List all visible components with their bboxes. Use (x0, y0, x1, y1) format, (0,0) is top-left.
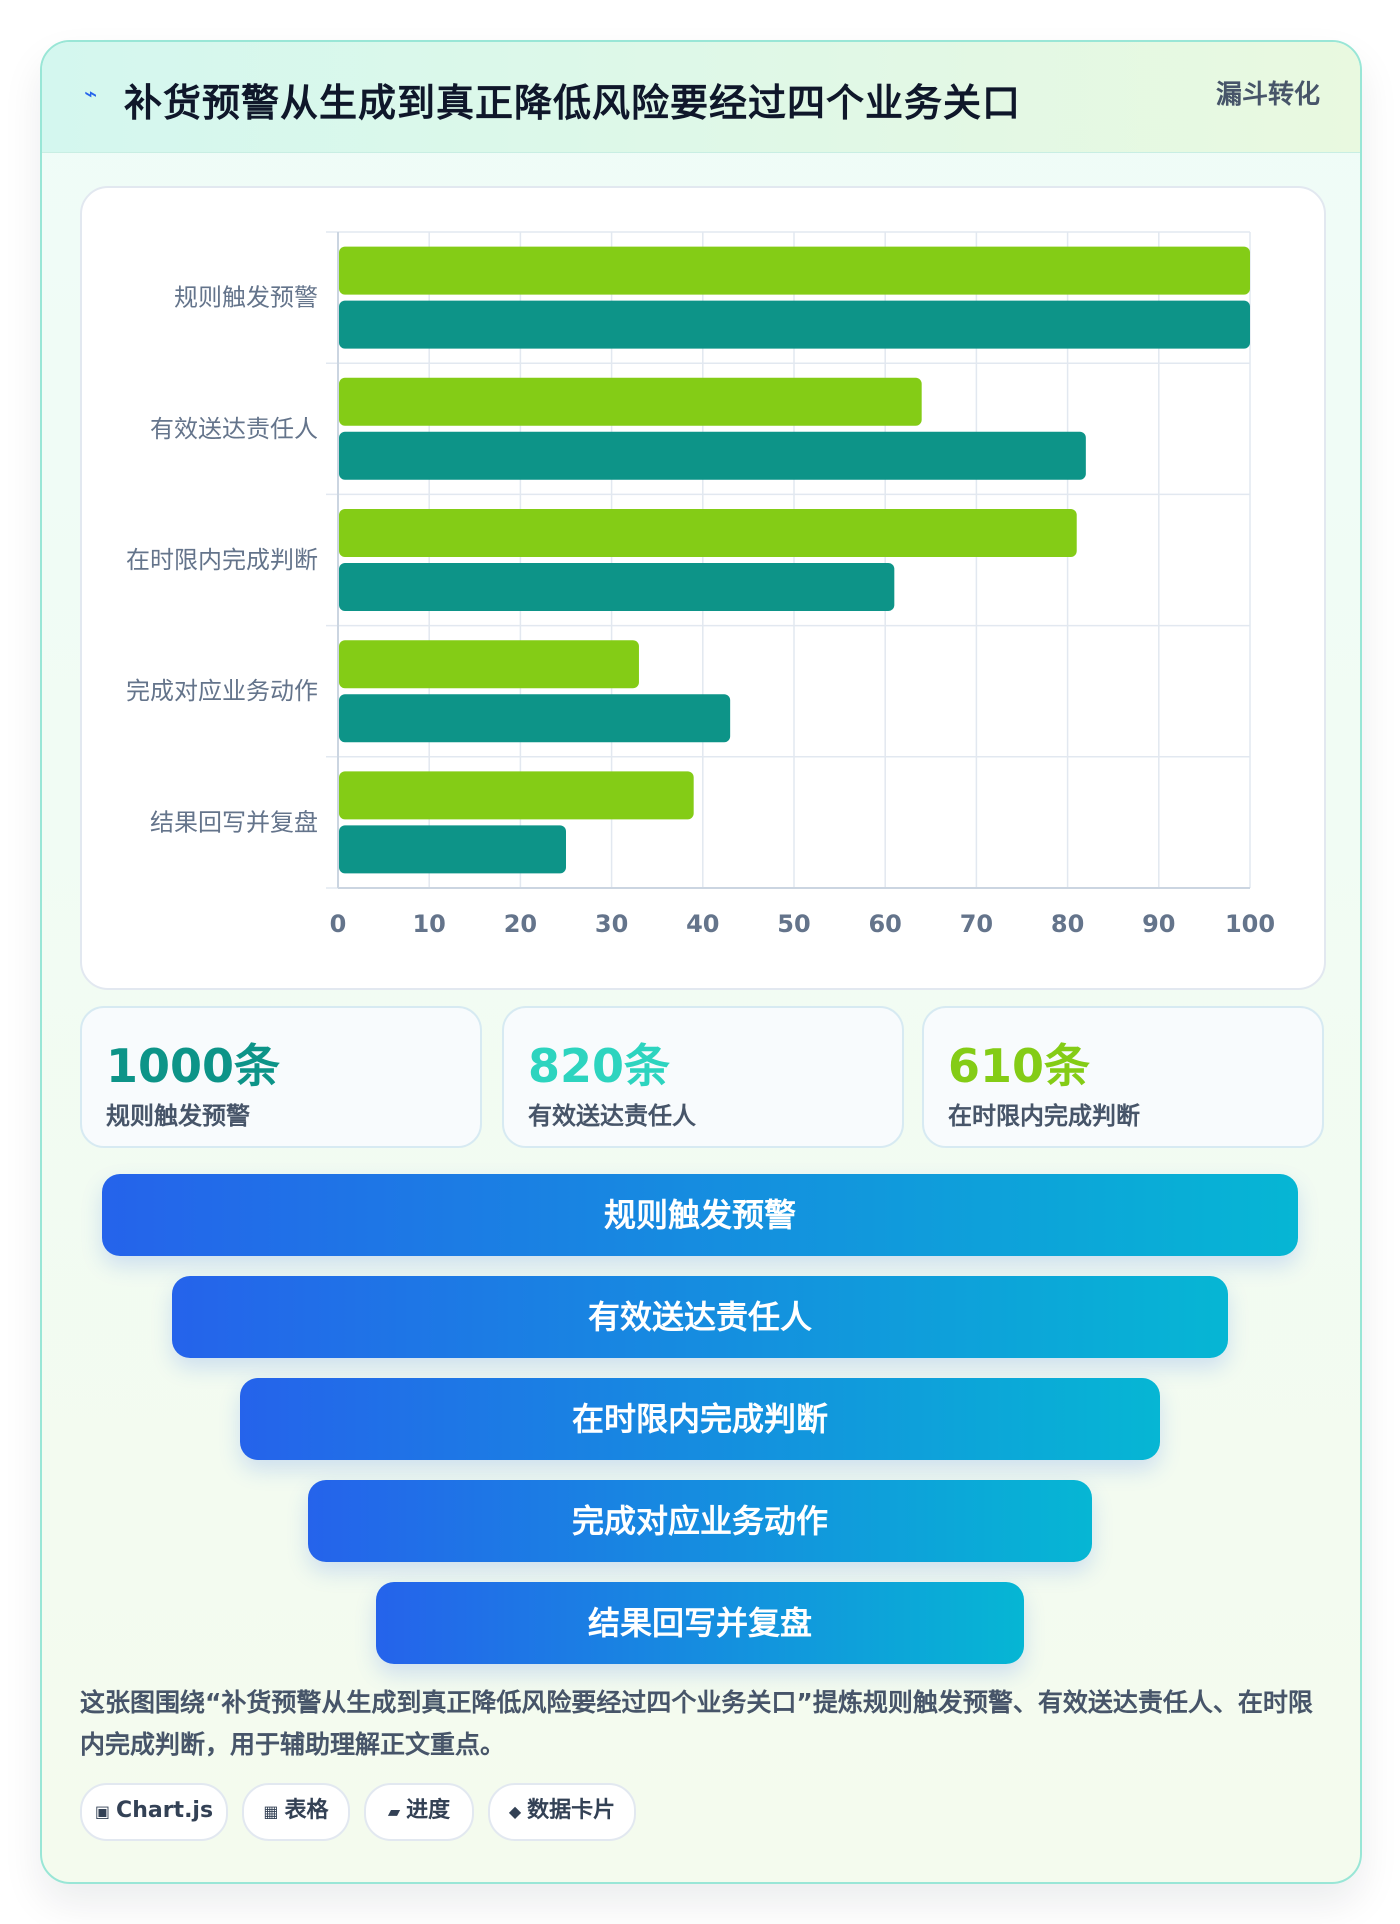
bar-series-1 (339, 640, 639, 689)
category-label: 结果回写并复盘 (150, 808, 318, 836)
bar-series-1 (339, 377, 922, 426)
category-label: 完成对应业务动作 (126, 677, 318, 705)
bar-chart-panel: 0 10 20 30 40 50 60 70 80 90 100 规则触发预警有效送达责任人在时限内完… (80, 186, 1326, 990)
x-tick-label: 10 (412, 910, 445, 938)
kpi-value: 820条 (528, 1039, 671, 1093)
tag-progress: ▰ 进度 (364, 1783, 474, 1841)
chart-icon: ▣ (94, 1802, 111, 1821)
bar-series-1 (339, 771, 694, 820)
table-icon: ▦ (263, 1802, 279, 1821)
progress-icon: ▰ (387, 1802, 401, 1821)
x-tick-label: 100 (1225, 910, 1275, 938)
kpi-value: 1000条 (106, 1039, 281, 1093)
funnel-stage-1: 规则触发预警 (102, 1174, 1298, 1256)
kpi-label: 规则触发预警 (106, 1102, 250, 1130)
bar-series-2 (339, 300, 1250, 349)
x-tick-label: 70 (960, 910, 993, 938)
kpi-value: 610条 (948, 1039, 1091, 1093)
diamond-icon: ◆ (508, 1802, 522, 1821)
bar-series-1 (339, 509, 1077, 557)
bar-series-1 (339, 246, 1250, 295)
x-tick-label: 80 (1051, 910, 1084, 938)
tag-table: ▦ 表格 (242, 1783, 350, 1841)
funnel-stage-5: 结果回写并复盘 (376, 1582, 1024, 1664)
card-header: ⌁ 补货预警从生成到真正降低风险要经过四个业务关口 漏斗转化 (42, 42, 1360, 153)
tag-label: Chart.js (116, 1798, 214, 1823)
category-label: 在时限内完成判断 (126, 546, 318, 574)
x-tick-label: 40 (686, 910, 719, 938)
tag-data-card: ◆ 数据卡片 (488, 1783, 636, 1841)
category-label: 规则触发预警 (174, 284, 318, 312)
chart-description: 这张图围绕“补货预警从生成到真正降低风险要经过四个业务关口”提炼规则触发预警、有… (80, 1688, 1313, 1759)
tag-label: 表格 (284, 1798, 329, 1823)
page-title: 补货预警从生成到真正降低风险要经过四个业务关口 (124, 81, 1022, 125)
x-tick-label: 90 (1142, 910, 1175, 938)
bar-chart: 0 10 20 30 40 50 60 70 80 90 100 规则触发预警有效送达责任人在时限内完… (126, 231, 1275, 938)
bar-series-2 (339, 694, 731, 743)
bar-series-2 (339, 825, 566, 874)
tag-label: 数据卡片 (527, 1798, 616, 1823)
x-tick-label: 0 (330, 910, 347, 938)
bar-series-2 (339, 563, 895, 611)
kpi-card-1: 1000条 规则触发预警 (80, 1006, 482, 1148)
funnel-stage-3: 在时限内完成判断 (240, 1378, 1160, 1460)
funnel-stage-2: 有效送达责任人 (172, 1276, 1228, 1358)
kpi-label: 有效送达责任人 (528, 1102, 696, 1130)
bar-series-2 (339, 431, 1086, 480)
x-tick-label: 20 (504, 910, 537, 938)
x-tick-label: 50 (777, 910, 810, 938)
lightning-icon: ⌁ (84, 82, 98, 107)
x-tick-label: 30 (595, 910, 628, 938)
infographic-card: ⌁ 补货预警从生成到真正降低风险要经过四个业务关口 漏斗转化 0 10 20 30 40… (40, 40, 1362, 1884)
tag-chartjs: ▣ Chart.js (80, 1783, 228, 1841)
funnel-stage-4: 完成对应业务动作 (308, 1480, 1092, 1562)
category-label: 有效送达责任人 (150, 415, 318, 443)
tag-label: 进度 (406, 1798, 451, 1823)
category-tag: 漏斗转化 (1215, 80, 1320, 110)
kpi-card-3: 610条 在时限内完成判断 (922, 1006, 1324, 1148)
kpi-label: 在时限内完成判断 (948, 1102, 1140, 1130)
kpi-card-2: 820条 有效送达责任人 (502, 1006, 904, 1148)
x-tick-label: 60 (868, 910, 901, 938)
